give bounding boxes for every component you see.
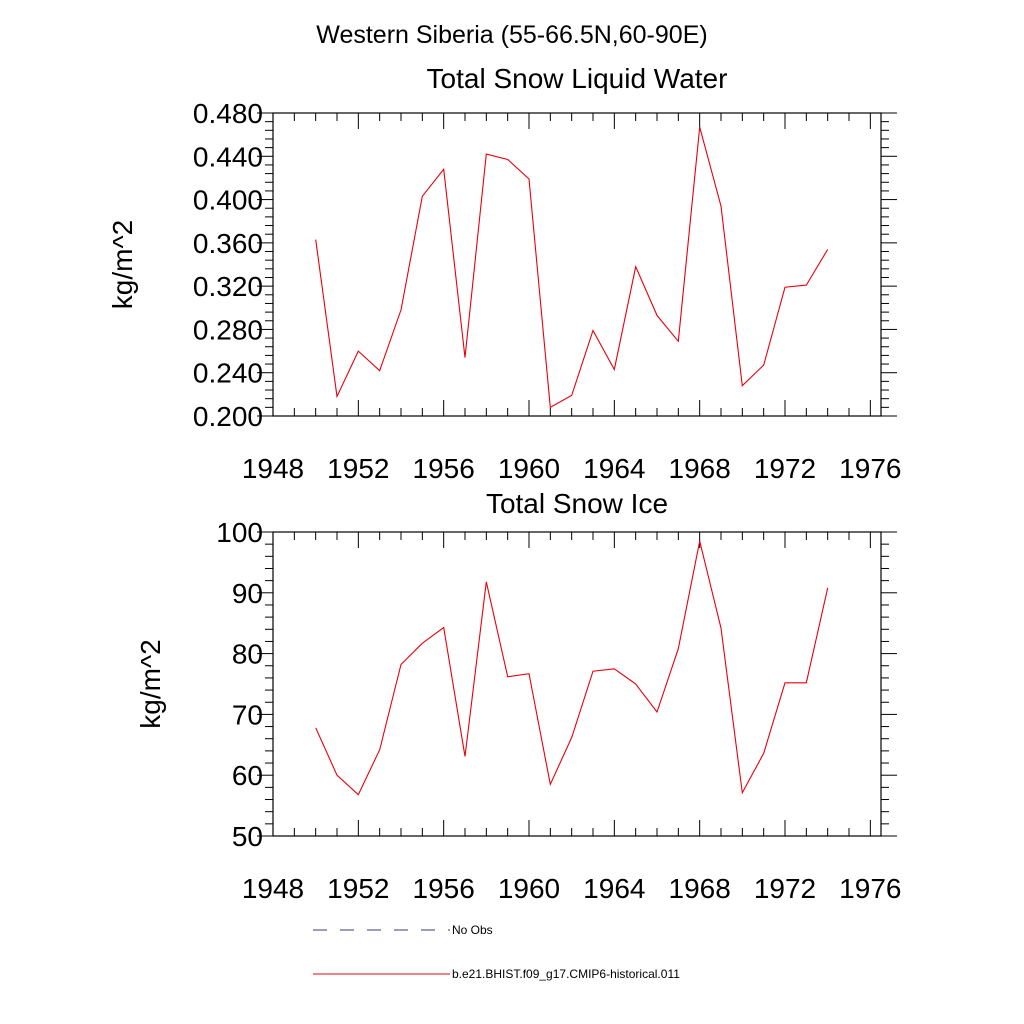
x-tick-label: 1972 bbox=[754, 873, 816, 904]
chart-title: Total Snow Liquid Water bbox=[427, 63, 728, 94]
x-tick-label: 1948 bbox=[242, 453, 304, 484]
series-line bbox=[315, 126, 829, 409]
x-tick-label: 1976 bbox=[839, 873, 901, 904]
x-tick-label: 1972 bbox=[754, 453, 816, 484]
figure-title: Western Siberia (55-66.5N,60-90E) bbox=[316, 21, 707, 49]
x-tick-label: 1956 bbox=[413, 873, 475, 904]
y-tick-label: 60 bbox=[232, 760, 263, 791]
x-tick-label: 1968 bbox=[669, 453, 731, 484]
chart-total-snow-ice: Total Snow Ice kg/m^2 1948 1952 1956 1960 1964… bbox=[135, 488, 901, 904]
y-tick-label: 80 bbox=[232, 639, 263, 670]
y-axis-label: kg/m^2 bbox=[135, 639, 166, 728]
y-tick-label: 100 bbox=[216, 517, 263, 548]
series-line bbox=[315, 540, 829, 796]
x-tick-label: 1956 bbox=[413, 453, 475, 484]
y-tick-label: 0.360 bbox=[193, 228, 263, 259]
y-tick-label: 90 bbox=[232, 578, 263, 609]
plot-frame bbox=[272, 531, 882, 837]
x-tick-label: 1964 bbox=[583, 453, 645, 484]
x-tick-label: 1960 bbox=[498, 453, 560, 484]
x-tick-label: 1976 bbox=[839, 453, 901, 484]
x-tick-label: 1968 bbox=[669, 873, 731, 904]
y-tick-label: 70 bbox=[232, 699, 263, 730]
y-tick-label: 0.440 bbox=[193, 141, 263, 172]
x-tick-label: 1952 bbox=[327, 873, 389, 904]
x-tick-label: 1948 bbox=[242, 873, 304, 904]
legend: No Obs b.e21.BHIST.f09_g17.CMIP6-histori… bbox=[313, 923, 680, 981]
plot-frame bbox=[272, 112, 882, 417]
y-tick-label: 0.480 bbox=[193, 98, 263, 129]
y-tick-label: 0.240 bbox=[193, 358, 263, 389]
x-tick-label: 1964 bbox=[583, 873, 645, 904]
y-tick-label: 0.320 bbox=[193, 271, 263, 302]
y-tick-label: 0.200 bbox=[193, 401, 263, 432]
x-tick-label: 1952 bbox=[327, 453, 389, 484]
y-axis-label: kg/m^2 bbox=[107, 220, 138, 309]
chart-title: Total Snow Ice bbox=[486, 488, 668, 519]
y-tick-label: 0.280 bbox=[193, 314, 263, 345]
y-tick-label: 0.400 bbox=[193, 185, 263, 216]
x-tick-label: 1960 bbox=[498, 873, 560, 904]
legend-model-label: b.e21.BHIST.f09_g17.CMIP6-historical.011 bbox=[452, 967, 680, 981]
legend-obs-label: No Obs bbox=[452, 923, 493, 937]
chart-total-snow-liquid-water: Total Snow Liquid Water kg/m^2 1948 1952 195… bbox=[107, 63, 901, 484]
y-tick-label: 50 bbox=[232, 821, 263, 852]
